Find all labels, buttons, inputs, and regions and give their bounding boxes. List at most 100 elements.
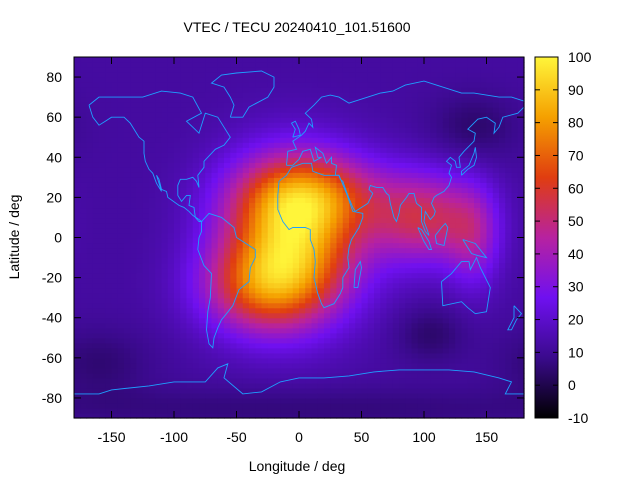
heatmap-cell (349, 197, 356, 203)
heatmap-cell (492, 347, 500, 354)
heatmap-cell (392, 167, 400, 173)
heatmap-cell (492, 207, 500, 214)
heatmap-cell (117, 332, 125, 339)
heatmap-cell (455, 172, 463, 178)
heatmap-cell (211, 277, 219, 284)
heatmap-cell (442, 382, 450, 389)
heatmap-cell (242, 402, 250, 409)
heatmap-cell (436, 177, 444, 183)
heatmap-cell (342, 147, 350, 153)
heatmap-cell (299, 187, 306, 193)
heatmap-cell (267, 172, 275, 178)
heatmap-cell (117, 392, 125, 399)
heatmap-cell (105, 292, 113, 299)
heatmap-cell (292, 102, 300, 108)
heatmap-cell (374, 252, 381, 259)
heatmap-cell (236, 227, 244, 234)
heatmap-cell (461, 392, 469, 399)
heatmap-cell (149, 407, 156, 414)
heatmap-cell (192, 172, 200, 178)
heatmap-cell (205, 92, 213, 98)
heatmap-cell (424, 102, 431, 108)
heatmap-cell (355, 342, 363, 349)
heatmap-cell (430, 242, 438, 249)
heatmap-cell (305, 132, 313, 138)
heatmap-cell (92, 252, 100, 259)
heatmap-cell (474, 322, 481, 329)
heatmap-cell (267, 137, 275, 143)
heatmap-cell (167, 67, 175, 73)
heatmap-cell (74, 412, 81, 419)
heatmap-cell (242, 377, 250, 384)
heatmap-cell (136, 207, 144, 214)
heatmap-cell (336, 67, 344, 73)
heatmap-cell (117, 277, 125, 284)
heatmap-cell (274, 372, 281, 379)
heatmap-cell (217, 177, 225, 183)
heatmap-cell (205, 342, 213, 349)
heatmap-cell (80, 302, 88, 309)
heatmap-cell (386, 167, 394, 173)
heatmap-cell (149, 252, 156, 259)
heatmap-cell (317, 387, 325, 394)
heatmap-cell (255, 247, 263, 254)
heatmap-cell (461, 357, 469, 364)
heatmap-cell (299, 67, 306, 73)
heatmap-cell (449, 282, 456, 289)
heatmap-cell (336, 57, 344, 63)
heatmap-cell (74, 57, 81, 63)
heatmap-cell (417, 132, 425, 138)
heatmap-cell (92, 332, 100, 339)
heatmap-cell (149, 397, 156, 404)
heatmap-cell (474, 227, 481, 234)
heatmap-cell (299, 252, 306, 259)
heatmap-cell (330, 277, 338, 284)
heatmap-cell (80, 222, 88, 229)
heatmap-cell (386, 202, 394, 209)
heatmap-cell (124, 357, 131, 364)
heatmap-cell (349, 137, 356, 143)
heatmap-cell (461, 167, 469, 173)
heatmap-cell (280, 287, 288, 294)
heatmap-cell (142, 312, 150, 319)
heatmap-cell (274, 57, 281, 63)
heatmap-cell (280, 302, 288, 309)
heatmap-cell (230, 162, 238, 168)
heatmap-cell (92, 127, 100, 133)
heatmap-cell (474, 317, 481, 324)
heatmap-cell (74, 272, 81, 279)
heatmap-cell (174, 342, 181, 349)
heatmap-cell (99, 367, 106, 374)
heatmap-cell (224, 232, 231, 239)
heatmap-cell (392, 202, 400, 209)
heatmap-cell (374, 402, 381, 409)
heatmap-cell (442, 347, 450, 354)
heatmap-cell (261, 337, 269, 344)
heatmap-cell (299, 62, 306, 68)
heatmap-cell (149, 342, 156, 349)
heatmap-cell (455, 407, 463, 414)
heatmap-cell (267, 327, 275, 334)
heatmap-cell (92, 382, 100, 389)
heatmap-cell (349, 117, 356, 123)
heatmap-cell (499, 382, 506, 389)
heatmap-cell (155, 132, 163, 138)
heatmap-cell (99, 342, 106, 349)
heatmap-cell (374, 357, 381, 364)
heatmap-cell (99, 392, 106, 399)
heatmap-cell (342, 267, 350, 274)
heatmap-cell (199, 202, 206, 209)
heatmap-cell (255, 67, 263, 73)
heatmap-cell (117, 202, 125, 209)
heatmap-cell (136, 312, 144, 319)
heatmap-cell (430, 112, 438, 118)
heatmap-cell (167, 92, 175, 98)
heatmap-cell (380, 332, 388, 339)
heatmap-cell (111, 257, 119, 264)
heatmap-cell (449, 62, 456, 68)
heatmap-cell (174, 367, 181, 374)
heatmap-cell (455, 147, 463, 153)
heatmap-cell (261, 377, 269, 384)
heatmap-cell (205, 187, 213, 193)
heatmap-cell (92, 207, 100, 214)
